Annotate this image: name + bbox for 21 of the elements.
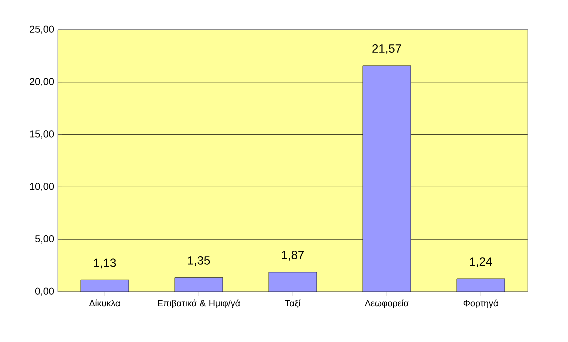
bar — [174, 278, 224, 292]
y-tick-label: 25,00 — [30, 26, 54, 34]
x-tick-label: Επιβατικά & Ημιφ/γά — [158, 300, 240, 308]
x-tick-label: Φορτηγά — [464, 300, 498, 308]
data-label: 1,24 — [470, 258, 492, 268]
y-tick-label: 5,00 — [35, 235, 54, 244]
x-tick-label: Λεωφορεία — [365, 300, 409, 308]
data-label: 1,35 — [188, 256, 210, 266]
y-tick-label: 20,00 — [30, 78, 54, 87]
bar — [362, 66, 412, 292]
x-tick-label: Δίκυκλα — [90, 300, 120, 307]
y-tick-label: 0,00 — [35, 288, 54, 296]
bar — [456, 278, 506, 292]
y-tick-label: 15,00 — [30, 130, 54, 139]
bar — [81, 280, 129, 292]
data-label: 1,13 — [94, 258, 116, 269]
data-label: 21,57 — [372, 44, 402, 54]
data-label: 1,87 — [282, 251, 304, 261]
y-tick-label: 10,00 — [30, 183, 54, 192]
x-tick-label: Ταξί — [285, 300, 301, 308]
bar — [268, 272, 318, 292]
